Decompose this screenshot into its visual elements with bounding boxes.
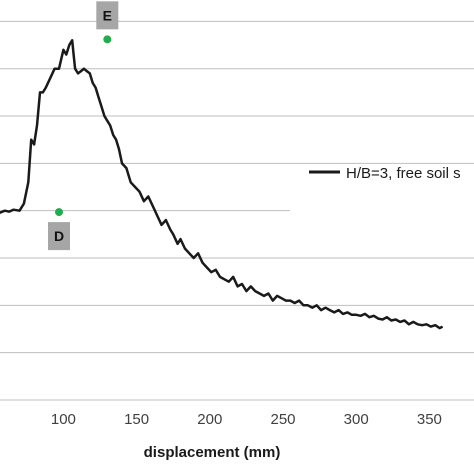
marker-point xyxy=(103,35,112,44)
legend-label: H/B=3, free soil s xyxy=(346,165,461,182)
series-layer xyxy=(0,39,444,330)
x-tick-label: 150 xyxy=(124,411,149,428)
marker-label-box xyxy=(48,222,71,251)
x-axis-title: displacement (mm) xyxy=(144,444,281,461)
annotation-markers: DE xyxy=(48,1,119,251)
x-tick-label: 300 xyxy=(344,411,369,428)
legend: H/B=3, free soil s xyxy=(309,165,461,182)
marker-e: E xyxy=(96,1,119,44)
marker-label-box xyxy=(96,1,119,30)
x-axis-ticks: 100 150 200 250 300 350 xyxy=(51,411,442,428)
gridlines xyxy=(0,20,474,401)
x-tick-label: 200 xyxy=(197,411,222,428)
marker-label: D xyxy=(54,228,64,244)
marker-label: E xyxy=(103,7,112,23)
marker-point xyxy=(55,208,64,217)
x-tick-label: 250 xyxy=(270,411,295,428)
marker-d: D xyxy=(48,208,71,251)
x-tick-label: 100 xyxy=(51,411,76,428)
x-tick-label: 350 xyxy=(417,411,442,428)
series-line xyxy=(0,39,444,330)
